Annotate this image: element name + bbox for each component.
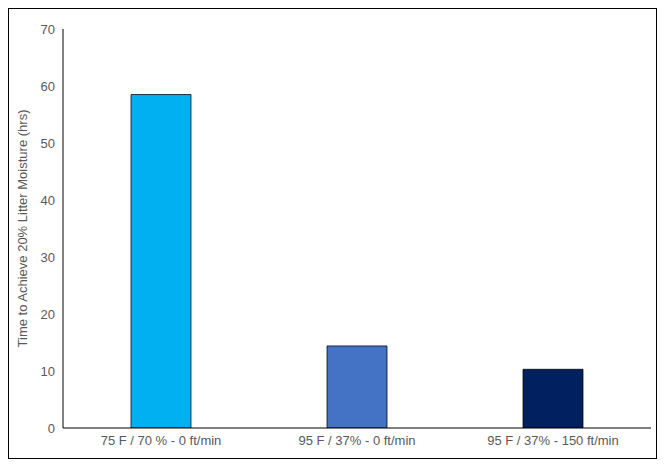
svg-text:50: 50 <box>41 136 55 151</box>
svg-text:60: 60 <box>41 79 55 94</box>
svg-text:0: 0 <box>48 421 55 436</box>
svg-text:75 F / 70 % - 0 ft/min: 75 F / 70 % - 0 ft/min <box>101 433 222 448</box>
svg-text:95 F / 37% - 0 ft/min: 95 F / 37% - 0 ft/min <box>298 433 415 448</box>
svg-text:20: 20 <box>41 307 55 322</box>
svg-text:70: 70 <box>41 22 55 37</box>
svg-text:Time to Achieve 20% Litter Moi: Time to Achieve 20% Litter Moisture (hrs… <box>15 110 30 348</box>
svg-text:30: 30 <box>41 250 55 265</box>
svg-text:40: 40 <box>41 193 55 208</box>
svg-text:95 F / 37% - 150 ft/min: 95 F / 37% - 150 ft/min <box>487 433 619 448</box>
svg-text:10: 10 <box>41 364 55 379</box>
